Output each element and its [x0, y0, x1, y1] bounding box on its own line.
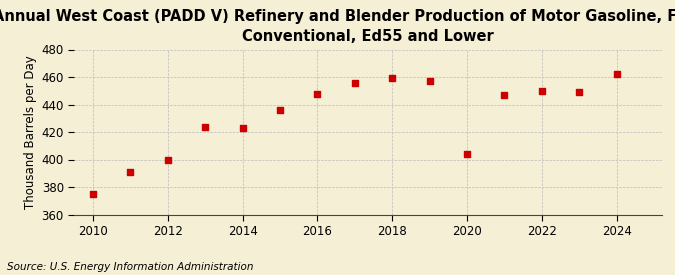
Point [387, 76, 398, 81]
Point [574, 90, 585, 94]
Y-axis label: Thousand Barrels per Day: Thousand Barrels per Day [24, 55, 37, 209]
Point [312, 91, 323, 96]
Point [200, 124, 211, 129]
Point [537, 89, 547, 93]
Point [275, 108, 286, 112]
Point [424, 79, 435, 83]
Point [462, 152, 472, 156]
Point [612, 72, 622, 76]
Point [88, 192, 99, 196]
Title: Annual West Coast (PADD V) Refinery and Blender Production of Motor Gasoline, Fi: Annual West Coast (PADD V) Refinery and … [0, 9, 675, 44]
Point [499, 93, 510, 97]
Point [125, 170, 136, 174]
Point [237, 126, 248, 130]
Point [350, 80, 360, 85]
Point [163, 157, 173, 162]
Text: Source: U.S. Energy Information Administration: Source: U.S. Energy Information Administ… [7, 262, 253, 272]
